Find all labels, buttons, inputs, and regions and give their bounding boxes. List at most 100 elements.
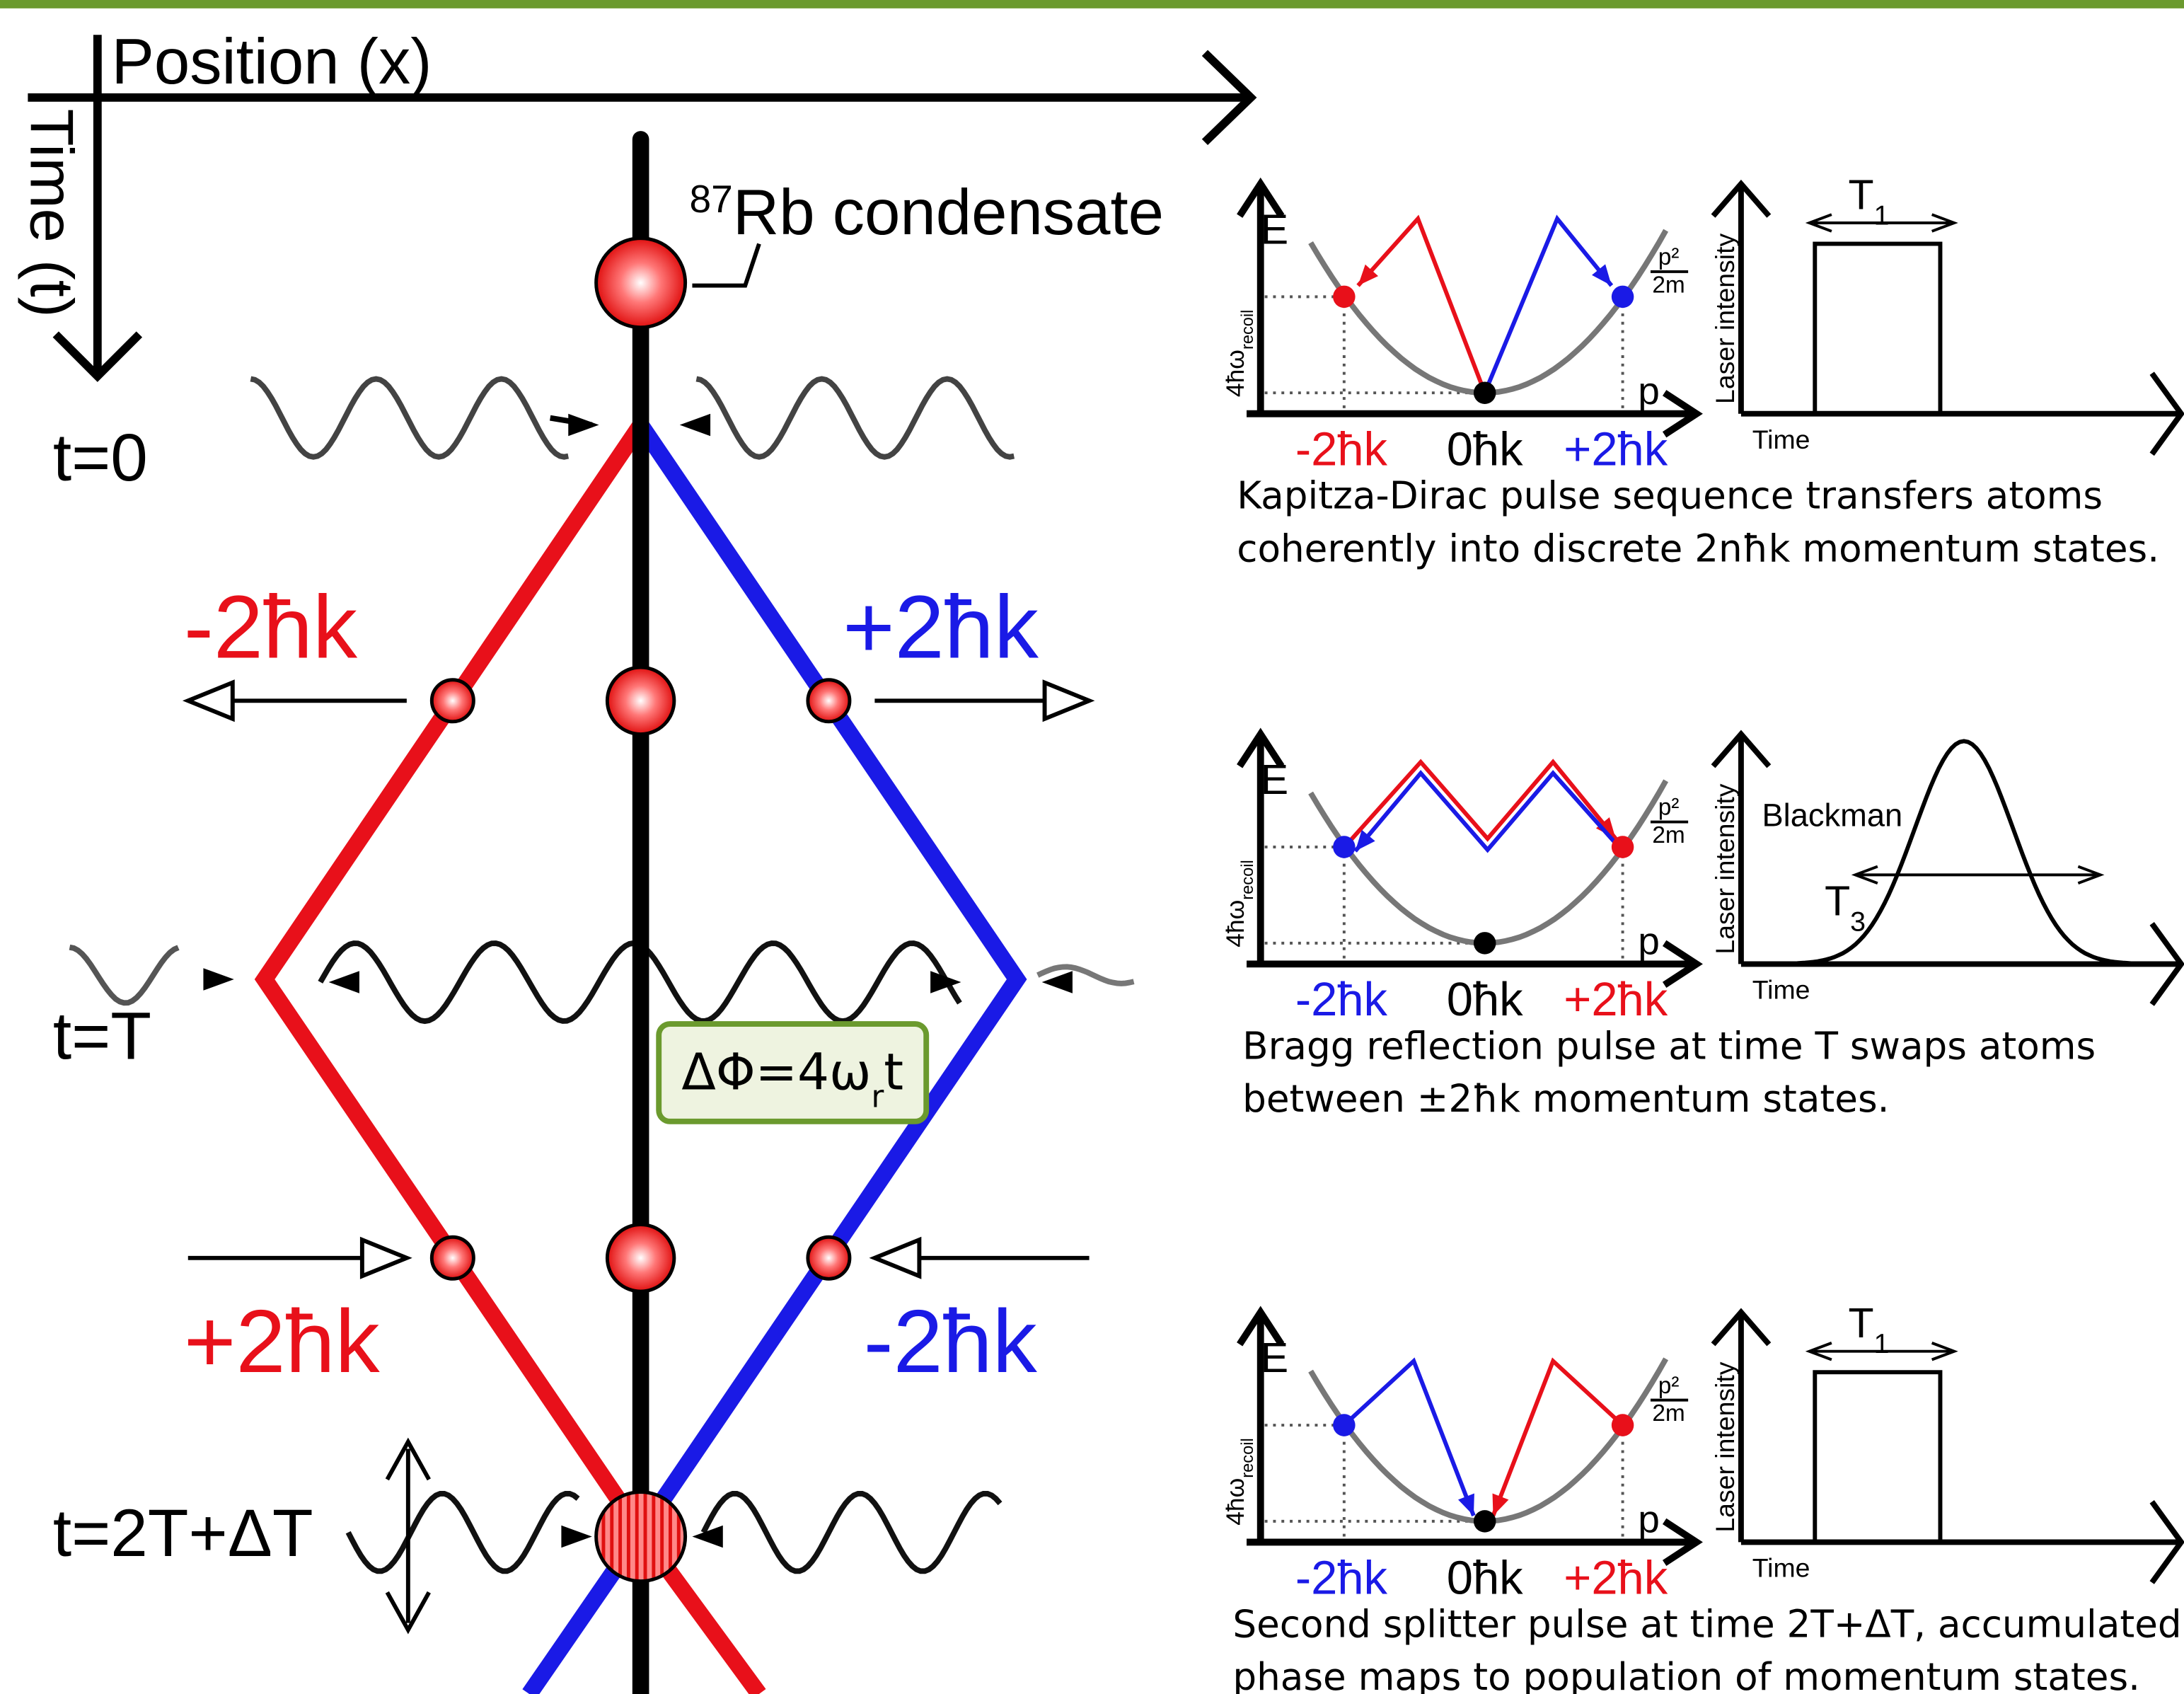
top-border [0,0,2184,8]
wave [250,379,568,457]
atom-cloud [808,1237,850,1279]
wave-arrowhead [561,1526,591,1548]
momentum-label: p [1638,369,1660,413]
recoil-label: 4ħωrecoil [1221,860,1257,947]
momentum-label: p [1638,919,1660,963]
momentum-tick-part: 0ħk [1447,973,1523,1026]
energy-label: E [1261,207,1288,253]
wave-arrowhead [1042,971,1073,993]
duration-label-part: T [1849,1300,1874,1347]
wave [69,947,178,1003]
momentum-label-part: +2ħk [184,1291,381,1391]
caption: between ±2ħk momentum states. [1242,1077,1889,1121]
dispersion-curve [1311,1359,1666,1521]
phase-label-part: ΔΦ=4ω [681,1043,871,1102]
atom-cloud [808,680,850,722]
dispersion-num: p² [1658,1373,1680,1399]
intensity-label: Laser intensity [1710,783,1740,954]
momentum-label: p [1638,1497,1660,1541]
figure: Position (x)Time (t)87Rb condensatet=0t=… [0,0,2184,1694]
wave [703,1494,1000,1571]
atom-cloud [432,680,473,722]
duration-label-part: 1 [1874,1328,1890,1359]
energy-label-part: E [1261,207,1288,253]
momentum-tick-part: +2ħk [1564,1551,1668,1604]
time-label-part: Time [1752,975,1810,1005]
state-dot [1612,1414,1634,1436]
momentum-label: +2ħk [184,1291,381,1391]
momentum-tick-part: +2ħk [1564,973,1668,1026]
recoil-label: 4ħωrecoil [1221,1438,1257,1525]
atom-cloud [596,238,686,328]
energy-label: E [1261,756,1288,803]
caption-part: Second splitter pulse at time 2T+ΔT, acc… [1232,1602,2181,1646]
time-label: t=2T+ΔT [53,1496,313,1571]
momentum-label-part: +2ħk [843,577,1039,676]
dispersion-curve [1311,780,1666,943]
wave-arrowhead [568,414,599,437]
state-dot [1612,286,1634,309]
momentum-arrowhead [874,1240,919,1276]
time-label-part: Time [1752,1553,1810,1583]
time-label: t=0 [53,420,148,495]
momentum-tick-part: -2ħk [1295,423,1388,476]
momentum-arrowhead [362,1240,407,1276]
intensity-label-part: Laser intensity [1710,234,1740,404]
recoil-label-part: recoil [1239,1438,1257,1477]
momentum-arrowhead [1045,683,1090,719]
transition [1358,219,1485,393]
pulse-shape [1815,1372,1940,1542]
panel: Epp²2m4ħωrecoil-2ħk0ħk+2ħkLaser intensit… [1221,734,2181,1122]
momentum-label: -2ħk [184,577,358,676]
transition-head [1458,1494,1474,1516]
atom-cloud [607,667,674,734]
dispersion-num-part: p² [1658,244,1680,270]
momentum-tick-part: +2ħk [1564,423,1668,476]
dispersion-curve [1311,231,1666,393]
momentum-label: +2ħk [843,577,1039,676]
momentum-arrowhead [188,683,233,719]
dispersion-den: 2m [1652,1400,1685,1427]
time-label: Time [1752,425,1810,454]
recoil-label-part: recoil [1239,310,1257,350]
t-axis-label: Time (t) [17,109,85,318]
momentum-label: -2ħk [864,1291,1038,1391]
momentum-label-part: p [1638,369,1660,413]
caption-part: phase maps to population of momentum sta… [1232,1655,2140,1694]
pulse-shape-label: Blackman [1762,797,1902,833]
time-label-part: Time [1752,425,1810,454]
momentum-tick: +2ħk [1564,1551,1668,1604]
momentum-label-part: -2ħk [864,1291,1038,1391]
state-dot [1612,836,1634,858]
momentum-tick: 0ħk [1447,423,1523,476]
pulse-shape [1815,244,1940,414]
caption-part: Kapitza-Dirac pulse sequence transfers a… [1237,474,2103,518]
wave-arrowhead [203,968,233,991]
atom-cloud [607,1225,674,1292]
wave-arrowhead [680,414,710,437]
caption: Bragg reflection pulse at time T swaps a… [1242,1024,2096,1068]
time-label: t=T [53,998,151,1073]
recoil-label-part: 4ħω [1221,900,1249,947]
time-label: Time [1752,1553,1810,1583]
wave-arrowhead [329,971,359,993]
dispersion-den-part: 2m [1652,822,1685,848]
dispersion-den-part: 2m [1652,1400,1685,1427]
momentum-tick: 0ħk [1447,1551,1523,1604]
momentum-label-part: p [1638,1497,1660,1541]
intensity-label-part: Laser intensity [1710,783,1740,954]
caption-part: Bragg reflection pulse at time T swaps a… [1242,1024,2096,1068]
energy-label: E [1261,1335,1288,1381]
momentum-tick: -2ħk [1295,423,1388,476]
momentum-tick: +2ħk [1564,423,1668,476]
dispersion-num: p² [1658,244,1680,270]
duration-label-part: 1 [1874,200,1890,231]
pulse-shape-label-part: Blackman [1762,797,1902,833]
recoil-label-part: recoil [1239,860,1257,899]
phase-label-part: t [884,1043,903,1102]
dispersion-num-part: p² [1658,795,1680,821]
state-dot [1474,381,1496,404]
caption-part: between ±2ħk momentum states. [1242,1077,1889,1121]
energy-label-part: E [1261,1335,1288,1381]
time-label: Time [1752,975,1810,1005]
